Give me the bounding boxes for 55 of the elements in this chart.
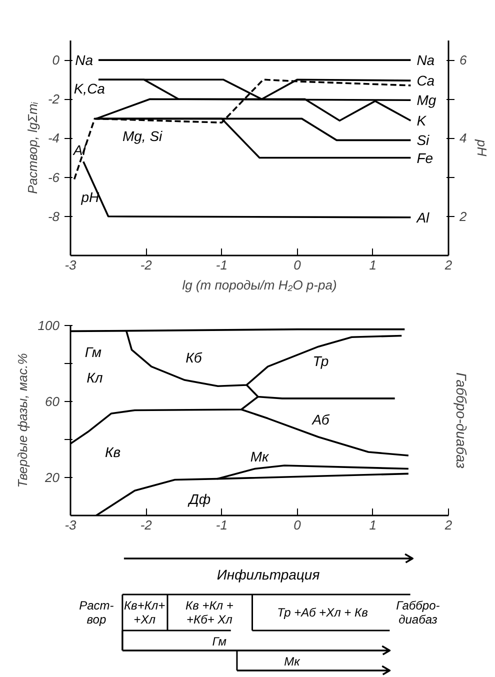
annotation: pH xyxy=(80,188,100,205)
legend-label: Al xyxy=(416,209,430,226)
y-tick-label: -6 xyxy=(48,170,60,185)
text: Кв +Кл + +Кб+ Хл xyxy=(186,598,234,626)
y-tick-label: -8 xyxy=(48,208,60,224)
y2-axis-title: pH xyxy=(474,138,490,157)
annotation: Кб xyxy=(186,349,203,366)
text: Раст- вор xyxy=(79,598,114,626)
legend-label: Na xyxy=(416,52,435,68)
y2-tick-label: 2 xyxy=(458,208,468,224)
x-tick-label: 2 xyxy=(444,518,453,532)
y-axis-title: Раствор, lgΣmᵢ xyxy=(24,102,40,194)
text: Габбро-диабаз xyxy=(454,372,470,470)
y2-tick-label: 4 xyxy=(460,130,467,146)
y-tick-label: 100 xyxy=(38,318,60,333)
annotation: Гм xyxy=(84,344,102,360)
annotation: Mg, Si xyxy=(122,128,164,144)
y-axis-title: Твердые фазы, мас.% xyxy=(14,353,30,488)
y-tick-label: -4 xyxy=(48,130,60,146)
text: Тр +Аб +Хл + Кв xyxy=(277,606,368,620)
annotation: Кв xyxy=(105,444,121,460)
legend-label: Mg xyxy=(416,92,436,108)
annotation: K,Ca xyxy=(74,80,106,96)
x-tick-label: -3 xyxy=(64,518,78,532)
annotation: Тр xyxy=(312,352,329,369)
text: Гм xyxy=(212,634,227,648)
y-tick-label: -2 xyxy=(48,92,60,107)
y-tick-label: 20 xyxy=(44,470,60,485)
annotation: Кл xyxy=(86,370,103,386)
text: Габбро- диабаз xyxy=(396,598,440,626)
x-tick-label: -1 xyxy=(216,518,228,532)
series-label: Fe xyxy=(416,150,434,166)
text: Мк xyxy=(284,654,302,668)
x-tick-label: 2 xyxy=(444,258,453,272)
x-tick-label: 0 xyxy=(294,518,302,532)
x-tick-label: -1 xyxy=(216,258,228,272)
x-axis-title: Инфильтрация xyxy=(216,566,320,582)
legend-label: Si xyxy=(416,132,430,148)
x-tick-label: -2 xyxy=(140,258,153,272)
annotation: Мк xyxy=(250,448,270,465)
annotation: Аб xyxy=(311,412,330,428)
x-tick-label: -2 xyxy=(140,518,153,532)
y-tick-label: 0 xyxy=(52,52,60,68)
series-label: K xyxy=(416,112,427,129)
series-label: Ca xyxy=(416,72,435,89)
text: Кв+Кл+ +Хл xyxy=(124,598,166,626)
x-tick-label: 0 xyxy=(294,258,302,272)
x-tick-label: 1 xyxy=(369,258,377,272)
y2-tick-label: 6 xyxy=(460,52,468,68)
x-axis-title: lg (m породы/m H₂O р-ра) xyxy=(182,278,337,292)
x-tick-label: 1 xyxy=(369,518,377,532)
x-tick-label: -3 xyxy=(64,258,78,272)
annotation: Дф xyxy=(187,490,211,507)
y-tick-label: 60 xyxy=(45,394,60,409)
annotation: Na xyxy=(75,52,94,68)
